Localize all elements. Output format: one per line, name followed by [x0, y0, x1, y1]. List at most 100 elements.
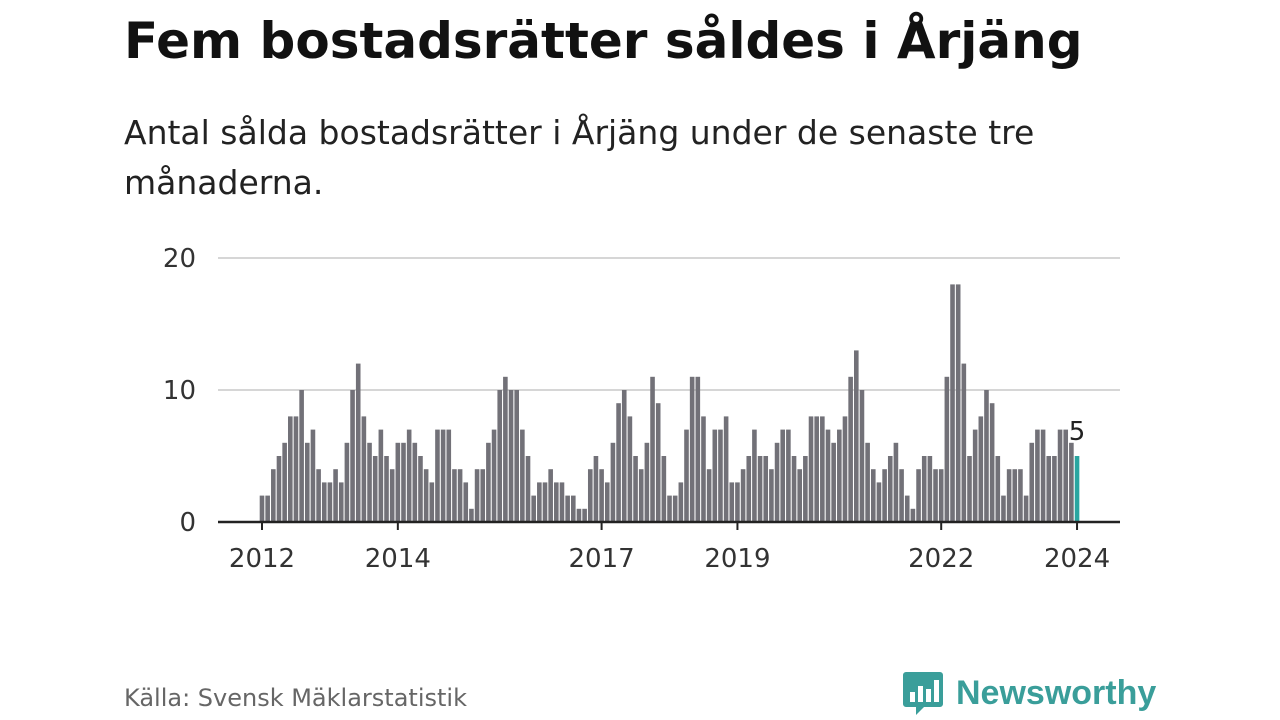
x-tick-label: 2012: [229, 544, 295, 574]
bar: [304, 442, 310, 522]
gridlines: [218, 257, 1120, 391]
newsworthy-logo-icon: [903, 672, 943, 715]
bar: [1001, 495, 1006, 522]
bar: [989, 403, 995, 522]
bar: [576, 508, 582, 522]
bar: [1006, 469, 1012, 522]
bar: [395, 442, 401, 522]
bar: [446, 429, 452, 522]
bar: [355, 363, 361, 522]
bar: [610, 442, 616, 522]
bar: [378, 429, 384, 522]
bar: [757, 456, 763, 522]
bar: [621, 390, 627, 522]
bar: [701, 416, 706, 522]
bar: [316, 469, 321, 522]
bar: [746, 456, 752, 522]
bar: [1018, 469, 1023, 522]
bar: [859, 390, 865, 522]
bar: [689, 376, 695, 522]
bar: [927, 456, 933, 522]
bar: [265, 495, 270, 522]
bar: [944, 376, 950, 522]
bar: [978, 416, 984, 522]
bar: [950, 284, 955, 522]
bar: [367, 442, 372, 522]
bar: [293, 416, 299, 522]
x-tick-label: 2024: [1044, 544, 1110, 574]
bar: [542, 482, 548, 522]
bar: [384, 456, 389, 522]
bar: [967, 456, 972, 522]
bar: [961, 363, 967, 522]
bar: [350, 390, 355, 522]
bar: [972, 429, 978, 522]
bar: [321, 482, 327, 522]
bar: [486, 442, 491, 522]
source-note: Källa: Svensk Mäklarstatistik: [124, 684, 467, 712]
bars: [259, 284, 1080, 522]
bar: [474, 469, 480, 522]
bar: [440, 429, 446, 522]
bar: [616, 403, 621, 522]
bar: [423, 469, 429, 522]
x-tick-label: 2019: [704, 544, 770, 574]
bar: [582, 508, 587, 522]
x-axis: [218, 520, 1120, 530]
bar: [820, 416, 825, 522]
bar: [271, 469, 276, 522]
bar: [1012, 469, 1018, 522]
x-tick-label: 2017: [569, 544, 635, 574]
bar: [650, 376, 655, 522]
bar: [638, 469, 644, 522]
bar: [791, 456, 797, 522]
bar: [780, 429, 786, 522]
bar: [401, 442, 406, 522]
bar: [825, 429, 831, 522]
bar: [344, 442, 350, 522]
bar: [1063, 429, 1069, 522]
y-tick-label: 20: [163, 244, 196, 274]
bar: [887, 456, 893, 522]
bar: [299, 390, 304, 522]
bar: [491, 429, 497, 522]
bar: [1035, 429, 1040, 522]
bar: [587, 469, 593, 522]
x-tick-label: 2022: [908, 544, 974, 574]
y-tick-label: 10: [163, 376, 196, 406]
bar: [276, 456, 282, 522]
bar: [559, 482, 565, 522]
bar: [904, 495, 910, 522]
bar: [520, 429, 525, 522]
bar: [769, 469, 774, 522]
bar: [1023, 495, 1029, 522]
bar: [469, 508, 474, 522]
bar: [786, 429, 791, 522]
chart-title: Fem bostadsrätter såldes i Årjäng: [124, 12, 1083, 70]
bar: [548, 469, 553, 522]
bar: [921, 456, 927, 522]
bar: [1052, 456, 1057, 522]
bar: [452, 469, 457, 522]
bar: [1040, 429, 1046, 522]
bar: [870, 469, 876, 522]
brand-logo: Newsworthy: [902, 670, 1156, 716]
bar: [667, 495, 672, 522]
bar: [916, 469, 921, 522]
bar: [599, 469, 604, 522]
bar: [372, 456, 378, 522]
bar: [837, 429, 842, 522]
bar: [604, 482, 610, 522]
bar: [684, 429, 689, 522]
bar: [554, 482, 559, 522]
bar: [497, 390, 503, 522]
bar: [672, 495, 678, 522]
bar: [718, 429, 723, 522]
bar: [712, 429, 718, 522]
bar: [661, 456, 667, 522]
bar: [537, 482, 542, 522]
bar: [729, 482, 735, 522]
bar-highlight: [1074, 456, 1080, 522]
labels: 0 10 20 2012 2014 2017 2019 2022 2024 5: [163, 244, 1110, 574]
bar: [571, 495, 576, 522]
